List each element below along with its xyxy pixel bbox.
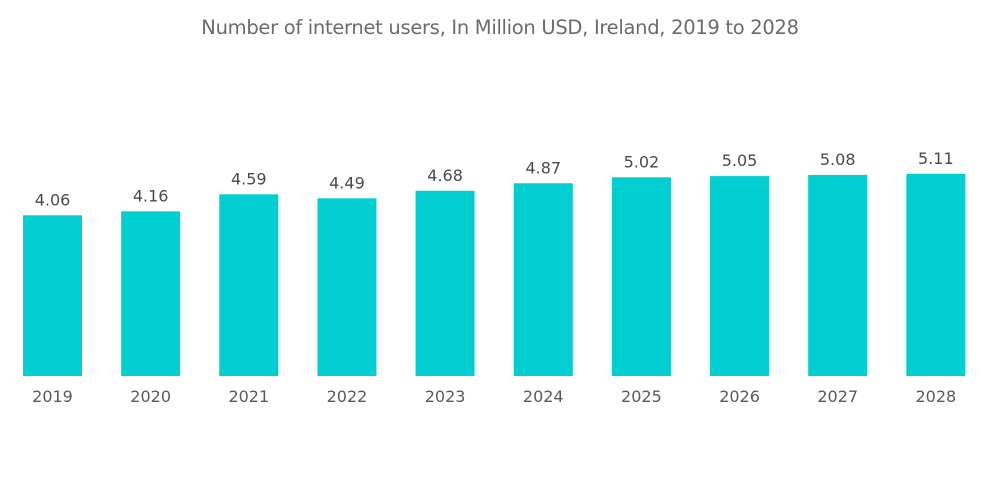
x-tick-label-2024: 2024 [523, 387, 564, 406]
x-tick-label-2019: 2019 [32, 387, 73, 406]
bar-2022 [317, 198, 377, 376]
x-tick-label-2025: 2025 [621, 387, 662, 406]
value-label-2021: 4.59 [231, 169, 267, 188]
value-label-2025: 5.02 [624, 152, 660, 171]
bar-2028 [906, 173, 966, 376]
bar-2021 [219, 194, 279, 376]
x-tick-label-2022: 2022 [327, 387, 368, 406]
value-label-2020: 4.16 [133, 186, 169, 205]
value-label-2019: 4.06 [35, 190, 71, 209]
x-axis-labels-group: 2019 2020 2021 2022 2023 2024 2025 2026 2027 2028 [32, 387, 956, 406]
chart-title: Number of internet users, In Million USD… [201, 16, 799, 39]
value-label-2024: 4.87 [525, 158, 561, 177]
x-tick-label-2027: 2027 [817, 387, 858, 406]
x-tick-label-2020: 2020 [130, 387, 171, 406]
value-label-2026: 5.05 [722, 151, 758, 170]
bar-2024 [513, 183, 573, 376]
value-label-2027: 5.08 [820, 150, 856, 169]
value-label-2023: 4.68 [427, 166, 463, 185]
value-label-2028: 5.11 [918, 149, 954, 168]
bars-group [23, 173, 966, 376]
bar-2027 [808, 174, 868, 376]
value-labels-group: 4.06 4.16 4.59 4.49 4.68 4.87 5.02 5.05 5.08 5.11 [35, 149, 954, 210]
bar-2019 [23, 215, 82, 376]
x-tick-label-2026: 2026 [719, 387, 760, 406]
bar-2023 [415, 190, 475, 376]
bar-2026 [710, 176, 770, 376]
bar-2025 [611, 177, 671, 376]
x-tick-label-2023: 2023 [425, 387, 466, 406]
bar-2020 [121, 211, 181, 376]
value-label-2022: 4.49 [329, 173, 365, 192]
x-tick-label-2028: 2028 [915, 387, 956, 406]
x-tick-label-2021: 2021 [228, 387, 269, 406]
